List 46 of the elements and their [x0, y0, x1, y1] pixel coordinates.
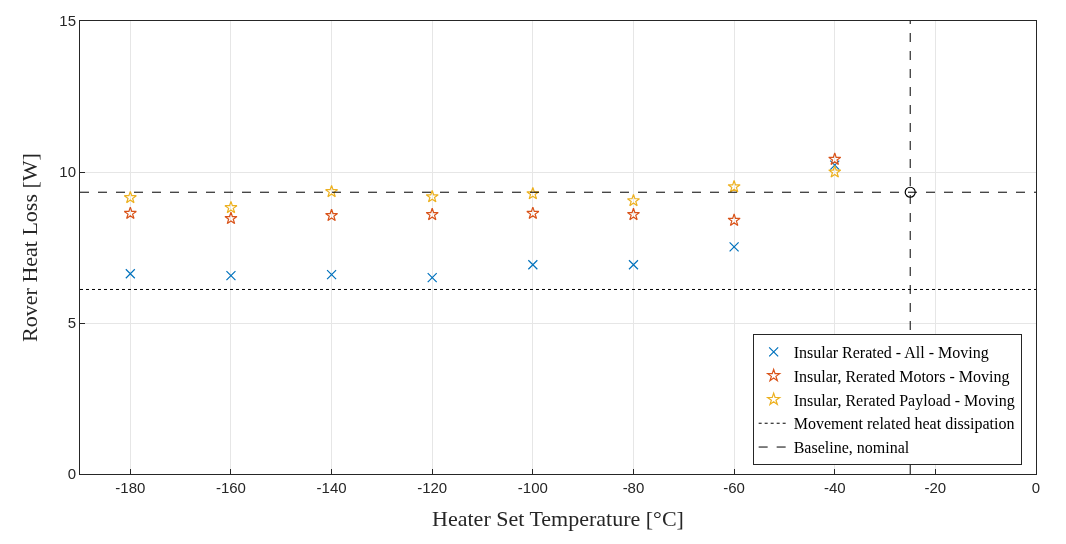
point — [828, 152, 842, 166]
point — [626, 207, 641, 221]
y-tick-label: 5 — [67, 314, 76, 332]
point — [526, 206, 540, 220]
x-tick-label: 0 — [1031, 479, 1041, 496]
legend-label: Insular Rerated - All - Moving — [793, 344, 989, 363]
point — [225, 270, 237, 281]
x-tick-label: -80 — [622, 479, 645, 496]
point — [123, 190, 137, 204]
y-tick-label: 0 — [67, 465, 76, 483]
point — [526, 186, 540, 200]
legend-label: Movement related heat dissipation — [793, 415, 1015, 434]
point — [123, 206, 137, 220]
y-tick-label: 10 — [59, 163, 76, 181]
point — [727, 179, 741, 193]
y-tick-label: 15 — [59, 12, 76, 30]
y-axis-title: Rover Heat Loss [W] — [17, 153, 43, 342]
x-tick-label: -140 — [316, 479, 347, 496]
point — [324, 208, 339, 222]
legend-label: Baseline, nominal — [793, 439, 910, 457]
point — [904, 186, 916, 198]
x-tick-label: -100 — [517, 479, 548, 496]
x-axis-title: Heater Set Temperature [°C] — [432, 505, 684, 531]
legend-label: Insular, Rerated Payload - Moving — [793, 391, 1015, 410]
point — [125, 268, 136, 279]
point — [427, 272, 438, 283]
point — [224, 200, 238, 214]
x-tick-label: -120 — [417, 479, 448, 496]
point — [425, 207, 439, 221]
x-tick-label: -60 — [723, 479, 745, 496]
x-tick-label: -20 — [924, 479, 947, 496]
point — [727, 213, 741, 227]
point — [326, 269, 337, 280]
point — [729, 241, 740, 252]
point — [829, 159, 840, 171]
point — [828, 165, 842, 178]
x-tick-label: -40 — [823, 479, 846, 496]
point — [425, 189, 439, 203]
point — [224, 211, 238, 225]
legend-label: Insular, Rerated Motors - Moving — [793, 367, 1010, 386]
point — [628, 259, 639, 270]
point — [527, 259, 538, 270]
point — [626, 193, 641, 207]
point — [324, 184, 339, 198]
x-tick-label: -180 — [115, 479, 146, 496]
x-tick-label: -160 — [215, 479, 246, 496]
